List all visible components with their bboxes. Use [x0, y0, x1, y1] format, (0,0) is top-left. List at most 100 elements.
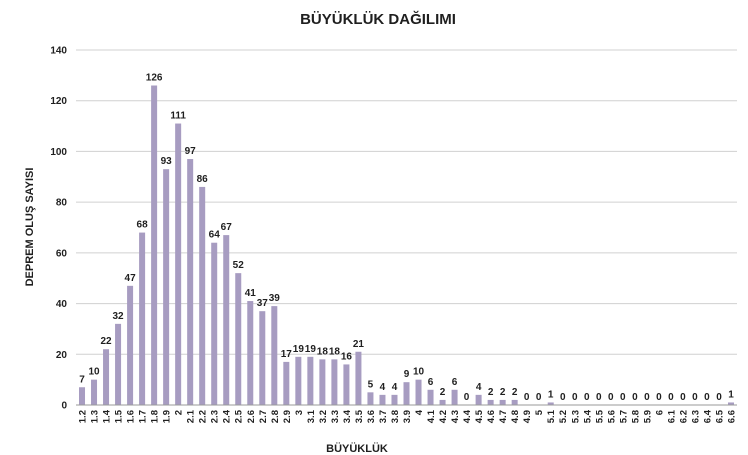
- data-label: 2: [512, 387, 518, 398]
- x-tick-label: 3.6: [366, 410, 377, 423]
- x-tick-label: 2.2: [198, 410, 209, 423]
- x-tick-label: 5.2: [558, 410, 569, 423]
- x-tick-label: 3.9: [402, 410, 413, 423]
- bar: [223, 235, 230, 405]
- data-label: 17: [281, 349, 293, 360]
- data-label: 39: [269, 293, 281, 304]
- x-tick-label: 4: [414, 409, 425, 415]
- bar: [403, 382, 410, 405]
- x-tick-label: 3.4: [342, 409, 353, 423]
- bar: [187, 159, 194, 405]
- x-tick-label: 6.4: [702, 409, 713, 423]
- data-label: 0: [632, 392, 638, 403]
- data-label: 4: [476, 382, 482, 393]
- data-label: 2: [488, 387, 494, 398]
- y-tick-label: 120: [50, 96, 67, 107]
- bar: [235, 273, 242, 405]
- data-label: 32: [113, 311, 125, 322]
- data-label: 64: [209, 230, 221, 241]
- bar: [391, 394, 398, 405]
- data-label: 21: [353, 339, 365, 350]
- x-tick-label: 2.6: [246, 410, 257, 423]
- x-tick-label: 6.3: [690, 410, 701, 423]
- x-tick-label: 4.5: [474, 409, 485, 423]
- bar: [163, 169, 170, 405]
- bar: [307, 356, 314, 405]
- data-label: 1: [548, 389, 554, 400]
- data-label: 10: [413, 367, 425, 378]
- bar: [319, 359, 326, 405]
- data-label: 5: [368, 379, 374, 390]
- data-label: 18: [317, 346, 329, 357]
- bar: [295, 356, 302, 405]
- data-label: 0: [464, 392, 470, 403]
- y-tick-label: 140: [50, 46, 67, 57]
- data-label: 0: [524, 392, 530, 403]
- bars: [79, 85, 734, 406]
- x-tick-label: 5: [534, 409, 545, 415]
- y-axis-ticks: 0 20 40 60 80 100 120 140: [50, 46, 67, 412]
- data-label: 0: [680, 392, 686, 403]
- data-label: 0: [608, 392, 614, 403]
- gridlines: [76, 49, 737, 355]
- data-label: 2: [440, 387, 446, 398]
- data-label: 52: [233, 260, 245, 271]
- data-label: 0: [536, 392, 542, 403]
- x-tick-label: 2.3: [210, 410, 221, 423]
- x-tick-label: 4.1: [426, 409, 437, 423]
- bar: [439, 399, 446, 405]
- bar: [427, 389, 434, 405]
- data-label: 67: [221, 222, 233, 233]
- data-label: 6: [452, 377, 458, 388]
- data-label: 97: [185, 146, 197, 157]
- bar: [487, 399, 494, 405]
- data-label: 0: [704, 392, 710, 403]
- x-tick-label: 3.1: [306, 409, 317, 423]
- bar: [247, 301, 254, 405]
- x-tick-label: 5.1: [546, 409, 557, 423]
- bar: [139, 232, 146, 405]
- bar: [115, 323, 122, 405]
- x-tick-label: 1.4: [102, 409, 113, 423]
- bar: [727, 402, 734, 405]
- x-tick-label: 1.8: [150, 410, 161, 423]
- y-tick-label: 80: [56, 198, 68, 209]
- x-tick-label: 4.7: [498, 410, 509, 423]
- x-tick-label: 4.6: [486, 410, 497, 423]
- data-label: 1: [728, 389, 734, 400]
- data-label: 68: [137, 220, 149, 231]
- data-label: 111: [170, 111, 186, 122]
- y-axis-title: DEPREM OLUŞ SAYISI: [24, 168, 36, 287]
- bar: [379, 394, 386, 405]
- x-tick-label: 4.8: [510, 410, 521, 423]
- data-label: 0: [560, 392, 566, 403]
- bar: [127, 285, 134, 405]
- x-tick-label: 2.4: [222, 409, 233, 423]
- x-tick-label: 1.2: [78, 410, 89, 423]
- bar: [271, 306, 278, 405]
- bar: [511, 399, 518, 405]
- data-label: 0: [584, 392, 590, 403]
- data-label: 19: [293, 344, 305, 355]
- bar: [199, 186, 206, 405]
- x-tick-label: 5.5: [594, 409, 605, 423]
- x-tick-label: 3.7: [378, 410, 389, 423]
- x-tick-label: 2.5: [234, 409, 245, 423]
- x-tick-label: 3.5: [354, 409, 365, 423]
- data-label: 0: [668, 392, 674, 403]
- y-tick-label: 0: [61, 401, 67, 412]
- y-tick-label: 60: [56, 248, 68, 259]
- bar: [283, 361, 290, 405]
- x-tick-label: 5.3: [570, 410, 581, 423]
- bar: [355, 351, 362, 405]
- x-tick-label: 1.9: [162, 410, 173, 423]
- bar: [79, 387, 86, 405]
- data-label: 0: [692, 392, 698, 403]
- x-tick-label: 2.9: [282, 410, 293, 423]
- chart-title: BÜYÜKLÜK DAĞILIMI: [300, 10, 456, 28]
- x-tick-label: 6: [654, 410, 665, 415]
- bar: [415, 379, 422, 405]
- y-tick-label: 100: [50, 147, 67, 158]
